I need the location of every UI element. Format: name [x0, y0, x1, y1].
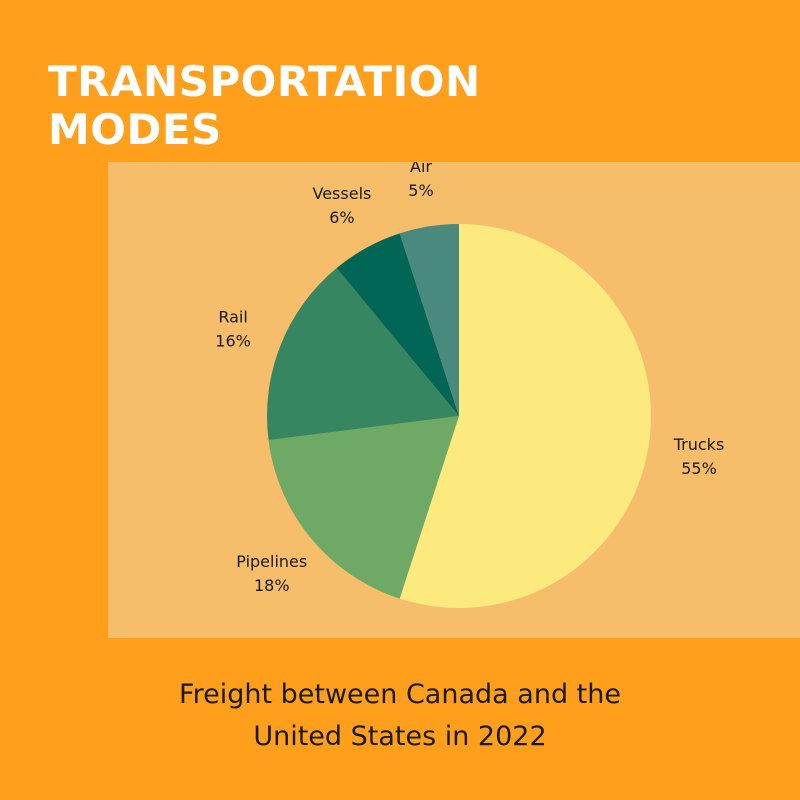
slice-value: 5% [408, 181, 433, 200]
slice-value: 18% [254, 576, 290, 595]
chart-caption: Freight between Canada and the United St… [0, 674, 800, 758]
slice-value: 6% [329, 208, 354, 227]
caption-line-1: Freight between Canada and the [179, 679, 621, 710]
slice-name: Air [410, 162, 432, 176]
title-line-1: TRANSPORTATION [48, 57, 481, 106]
pie-slice-rail [267, 268, 459, 441]
slice-label-pipelines: Pipelines 18% [236, 552, 307, 595]
slice-label-air: Air 5% [408, 162, 433, 200]
slice-name: Pipelines [236, 552, 307, 571]
caption-line-2: United States in 2022 [253, 721, 547, 752]
slice-name: Rail [218, 308, 247, 327]
slice-value: 16% [215, 332, 251, 351]
title-line-2: MODES [48, 105, 222, 154]
slice-name: Vessels [313, 184, 372, 203]
slice-name: Trucks [673, 435, 725, 454]
pie-chart: Trucks 55% Pipelines 18% Rail 16% Vessels 6% Air… [215, 162, 725, 609]
pie-slice-vessels [336, 233, 459, 416]
pie-slice-trucks [399, 224, 652, 609]
pie-slice-pipelines [268, 416, 459, 599]
slice-value: 55% [681, 459, 717, 478]
slice-label-rail: Rail 16% [215, 308, 251, 351]
chart-panel: Trucks 55% Pipelines 18% Rail 16% Vessels 6% Air… [108, 162, 800, 638]
slice-label-trucks: Trucks 55% [673, 435, 725, 478]
page-title: TRANSPORTATION MODES [48, 58, 481, 154]
slice-label-vessels: Vessels 6% [313, 184, 372, 227]
pie-slice-air [399, 224, 459, 416]
